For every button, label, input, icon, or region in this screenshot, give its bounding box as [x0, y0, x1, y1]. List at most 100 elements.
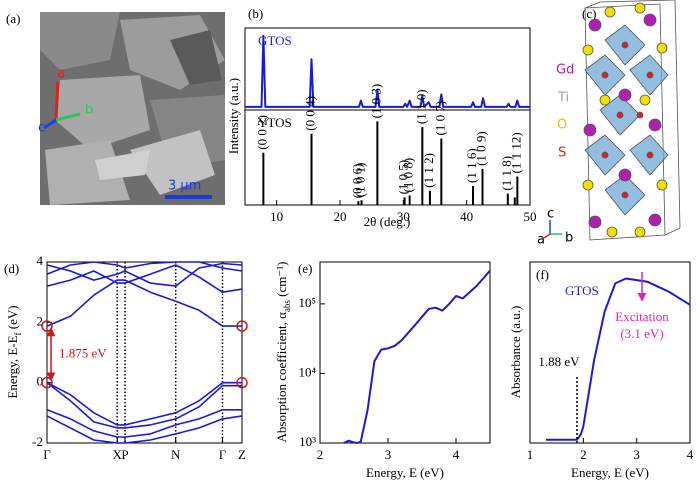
- plot-frame: [244, 109, 531, 206]
- axis-label: b: [565, 231, 573, 246]
- x-tick-label: Z: [238, 447, 246, 462]
- y-tick-label: 10⁴: [298, 364, 316, 379]
- data-line: [546, 277, 691, 441]
- y-axis-label-part: Absorbance (a.u.): [508, 306, 523, 399]
- data-line: [46, 415, 243, 444]
- peak-label: (1 1 2): [421, 153, 436, 188]
- legend-label: Gd: [556, 63, 574, 78]
- plot-frame: [529, 261, 691, 444]
- y-axis-label-part: abs: [282, 300, 292, 312]
- peak-label: (1 1 8): [499, 156, 514, 191]
- scale-bar-label: 3 μm: [168, 179, 201, 194]
- x-tick-label: 50: [524, 209, 537, 224]
- plot-frame: [319, 261, 491, 444]
- y-axis-label-part: f: [13, 332, 23, 335]
- gap-point: [236, 376, 248, 389]
- y-axis-label-part: Energy, E-E: [5, 335, 20, 398]
- gap-point: [236, 320, 248, 332]
- axis-label: c: [547, 207, 554, 222]
- axis-label: a: [537, 233, 545, 248]
- excitation-label: Excitation: [615, 309, 669, 324]
- series-label: YTOS: [258, 115, 292, 130]
- y-tick-label: 4: [37, 253, 44, 268]
- data-line: [46, 409, 242, 438]
- x-tick-label: 1: [527, 447, 534, 462]
- x-axis-label: Energy, E (eV): [366, 465, 444, 480]
- x-tick-label: X: [113, 447, 123, 462]
- peak-label: (1 0 3): [368, 84, 383, 119]
- data-line: [46, 261, 243, 275]
- y-tick-label: -2: [32, 434, 43, 449]
- axis-label: c: [38, 121, 45, 136]
- gap-point: [41, 320, 53, 332]
- x-tick-label: 4: [453, 447, 460, 462]
- y-tick-label: 2: [37, 313, 44, 328]
- y-tick-label: 10⁵: [298, 295, 316, 310]
- edge-label: 1.88 eV: [538, 354, 580, 369]
- x-tick-label: 10: [270, 209, 283, 224]
- data-line: [46, 382, 242, 429]
- x-tick-label: 2: [580, 447, 587, 462]
- x-tick-label: P: [121, 447, 128, 462]
- peak-label: (1 1 0): [413, 89, 428, 124]
- peak-label: (1 0 9): [473, 131, 488, 166]
- peak-label: (0 0 6): [349, 164, 364, 199]
- peak-label: (1 0 8): [401, 158, 416, 193]
- x-tick-label: Γ: [43, 447, 51, 462]
- x-axis-label: Energy, E (eV): [571, 465, 649, 480]
- y-tick-label: 0: [37, 374, 44, 389]
- peak-label: (1 1 12): [508, 132, 523, 173]
- x-tick-label: N: [171, 447, 181, 462]
- y-axis-label-part: Absorption coefficient, α: [274, 312, 289, 443]
- legend-label: O: [557, 118, 567, 133]
- legend-label: Ti: [557, 91, 569, 106]
- axis-label: b: [85, 103, 93, 118]
- panel-label: (a): [6, 11, 20, 26]
- x-tick-label: 2: [317, 447, 324, 462]
- data-line: [46, 264, 243, 293]
- crystal-axes: [543, 220, 562, 239]
- x-tick-label: 3: [633, 447, 640, 462]
- axis-label: a: [57, 67, 65, 82]
- data-line: [46, 262, 243, 287]
- x-axis-label: 2θ (deg.): [364, 214, 411, 229]
- y-axis-label: Absorption coefficient, αabs (cm⁻¹): [274, 262, 292, 443]
- panel-label: (b): [248, 6, 263, 21]
- data-line: [245, 34, 530, 108]
- y-axis-label-part: Intensity (a.u.): [226, 78, 241, 154]
- y-tick-label: 10³: [299, 434, 316, 449]
- panel-label: (c): [582, 6, 596, 21]
- x-tick-label: 3: [385, 447, 392, 462]
- peak-label: (1 0 7): [432, 101, 447, 136]
- panel-label: (f): [536, 267, 549, 282]
- gap-point: [41, 376, 53, 389]
- y-axis-label: Intensity (a.u.): [226, 78, 241, 154]
- excitation-label: (3.1 eV): [620, 326, 663, 341]
- panel-label: (e): [298, 261, 312, 276]
- x-tick-label: 40: [460, 209, 473, 224]
- x-tick-label: Γ: [219, 447, 227, 462]
- crystal-structure: [582, 0, 681, 241]
- peak-label: (1 0 1): [353, 163, 368, 198]
- y-axis-label: Absorbance (a.u.): [508, 306, 523, 399]
- x-tick-label: 30: [397, 209, 410, 224]
- series-label: GTOS: [258, 33, 292, 48]
- peak-label: (0 0 2): [254, 115, 269, 150]
- data-line: [343, 270, 491, 444]
- peak-label: (1 0 5): [396, 160, 411, 195]
- data-line: [46, 279, 242, 327]
- y-axis-label: Energy, E-Ef (eV): [5, 305, 23, 398]
- x-tick-label: 20: [334, 209, 347, 224]
- gap-label: 1.875 eV: [59, 345, 107, 360]
- legend-label: S: [558, 146, 566, 161]
- peak-label: (1 1 6): [464, 148, 479, 183]
- sem-image: [40, 12, 225, 205]
- y-axis-label-part: (cm⁻¹): [274, 262, 289, 301]
- x-tick-label: 4: [687, 447, 694, 462]
- data-line: [46, 381, 242, 426]
- y-axis-label-part: (eV): [5, 305, 20, 332]
- series-label: GTOS: [565, 283, 599, 298]
- panel-label: (d): [4, 261, 19, 276]
